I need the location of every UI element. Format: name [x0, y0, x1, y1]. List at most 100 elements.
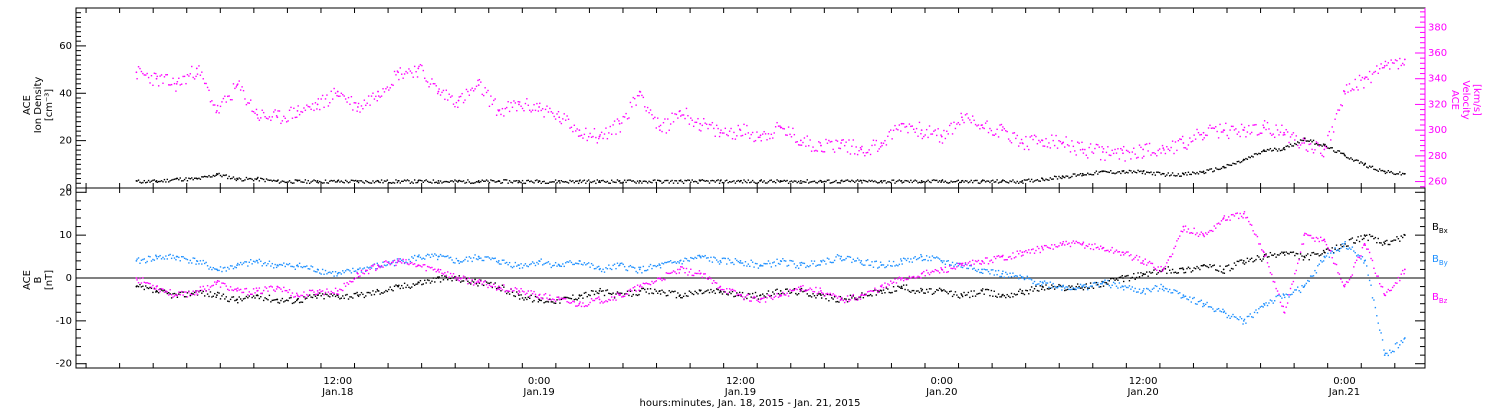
velocity-series-point: [960, 113, 961, 114]
ion-density-series-point: [925, 182, 926, 183]
velocity-series-point: [254, 113, 255, 114]
velocity-series-point: [1129, 152, 1130, 153]
by-series-point: [1050, 281, 1051, 282]
ion-density-series-point: [470, 183, 471, 184]
bz-series-point: [1129, 255, 1130, 256]
bz-series-sample: [1001, 256, 1003, 258]
ion-density-series-point: [1173, 175, 1174, 176]
velocity-series-point: [1334, 119, 1335, 120]
bx-series-point: [962, 296, 963, 297]
bz-series-sample: [679, 269, 681, 271]
by-series-point: [863, 264, 864, 265]
bx-series-point: [611, 294, 612, 295]
bx-series-point: [871, 295, 872, 296]
ion-density-series-point: [802, 181, 803, 182]
ion-density-series-point: [438, 182, 439, 183]
bx-series-point: [1265, 253, 1266, 254]
bx-series-point: [1346, 245, 1347, 246]
ion-density-series-point: [1379, 168, 1380, 169]
velocity-series-point: [785, 134, 786, 135]
ion-density-series-point: [1386, 172, 1387, 173]
by-series-point: [877, 267, 878, 268]
by-series-point: [1311, 276, 1312, 277]
velocity-series-point: [791, 136, 792, 137]
by-series-point: [1163, 290, 1164, 291]
velocity-series-point: [799, 144, 800, 145]
bz-series-sample: [1344, 286, 1346, 288]
by-series-point: [1176, 291, 1177, 292]
velocity-series-point: [1068, 145, 1069, 146]
ion-density-series-point: [349, 181, 350, 182]
velocity-series-point: [647, 107, 648, 108]
ion-density-series-point: [535, 180, 536, 181]
velocity-series-point: [1117, 148, 1118, 149]
ion-density-series-point: [1248, 156, 1249, 157]
ion-density-series-point: [1356, 159, 1357, 160]
by-series-sample: [699, 256, 701, 258]
velocity-series-point: [617, 118, 618, 119]
bz-series-point: [348, 283, 349, 284]
by-series-point: [427, 254, 428, 255]
velocity-series-point: [332, 98, 333, 99]
ion-density-series-point: [308, 180, 309, 181]
bx-series-point: [968, 292, 969, 293]
ion-density-series-point: [1378, 171, 1379, 172]
bz-series-point: [1196, 232, 1197, 233]
by-series-point: [725, 258, 726, 259]
bx-series-point: [365, 295, 366, 296]
bz-series-point: [917, 276, 918, 277]
ion-density-series-sample: [619, 180, 621, 182]
velocity-series-point: [657, 117, 658, 118]
bz-series-point: [1073, 240, 1074, 241]
bottom-tick-label: 10: [59, 230, 72, 241]
by-series-point: [1147, 288, 1148, 289]
bx-series-point: [1340, 244, 1341, 245]
bz-series-point: [952, 268, 953, 269]
bx-series-point: [763, 295, 764, 296]
velocity-series-point: [1287, 131, 1288, 132]
ion-density-series-point: [448, 182, 449, 183]
by-series-point: [154, 259, 155, 260]
ion-density-series-point: [427, 181, 428, 182]
bz-series-point: [994, 256, 995, 257]
by-series-point: [509, 262, 510, 263]
velocity-series-point: [789, 134, 790, 135]
bx-series-point: [989, 295, 990, 296]
velocity-series-point: [631, 106, 632, 107]
ion-density-series-point: [390, 182, 391, 183]
bz-series-point: [1237, 212, 1238, 213]
velocity-series-point: [456, 102, 457, 103]
by-series-point: [1388, 355, 1389, 356]
bz-series-point: [765, 301, 766, 302]
by-series-point: [667, 261, 668, 262]
velocity-series-point: [377, 100, 378, 101]
ion-density-series-point: [575, 181, 576, 182]
bx-series-point: [1103, 285, 1104, 286]
bx-series-point: [1383, 242, 1384, 243]
bz-series-point: [755, 297, 756, 298]
bx-series-point: [795, 293, 796, 294]
velocity-series-point: [479, 79, 480, 80]
by-series-point: [1367, 274, 1368, 275]
bx-series-point: [1231, 268, 1232, 269]
velocity-series-point: [845, 141, 846, 142]
bz-series-point: [890, 280, 891, 281]
by-series-point: [264, 262, 265, 263]
velocity-series-point: [313, 110, 314, 111]
bx-series-point: [428, 280, 429, 281]
bz-series-point: [587, 305, 588, 306]
bz-series-point: [669, 273, 670, 274]
bz-series-point: [1319, 241, 1320, 242]
ion-density-series-point: [515, 180, 516, 181]
velocity-series-point: [604, 133, 605, 134]
bz-series-point: [338, 294, 339, 295]
velocity-series-point: [1126, 150, 1127, 151]
bz-series-point: [751, 300, 752, 301]
by-series-sample: [1404, 337, 1406, 339]
bz-series-point: [1224, 215, 1225, 216]
velocity-series-point: [1309, 144, 1310, 145]
velocity-series-sample: [357, 106, 359, 108]
bx-series-point: [1195, 268, 1196, 269]
velocity-series-point: [388, 89, 389, 90]
ion-density-series-point: [995, 181, 996, 182]
